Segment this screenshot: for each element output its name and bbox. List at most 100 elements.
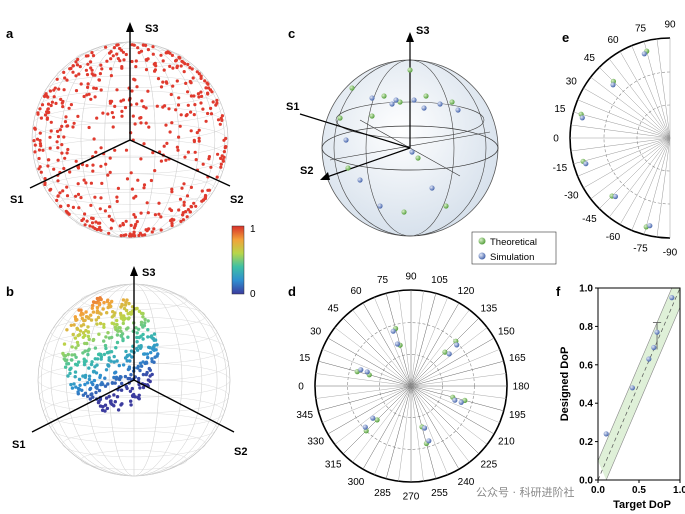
sphere-a-point xyxy=(55,129,60,133)
sphere-a-point xyxy=(152,227,156,231)
sphere-b-point xyxy=(120,381,124,386)
sphere-a-point xyxy=(199,76,203,80)
sphere-b-point xyxy=(122,314,126,318)
sphere-a-point xyxy=(93,226,97,231)
plot-f-xtick: 0.0 xyxy=(591,485,605,496)
sphere-a-point xyxy=(219,156,223,160)
sphere-b-point xyxy=(73,375,77,379)
sphere-b-point xyxy=(137,397,141,401)
sphere-b-point xyxy=(92,378,97,383)
panel-b-axes xyxy=(31,272,235,433)
polar-d-spoke xyxy=(410,385,495,435)
sphere-a-point xyxy=(91,54,96,58)
sphere-a-point xyxy=(132,226,136,230)
sphere-b-point xyxy=(87,374,92,378)
sphere-a-point xyxy=(90,51,94,55)
sphere-a-point xyxy=(147,125,151,129)
polar-e-spoke xyxy=(577,99,671,139)
sphere-b-point xyxy=(95,322,99,326)
sphere-a-point xyxy=(182,182,186,186)
sphere-b-point xyxy=(123,356,128,360)
sphere-a-point xyxy=(136,178,140,182)
sphere-b-point xyxy=(149,335,153,339)
sphere-a-point xyxy=(121,50,125,54)
sphere-a-point xyxy=(62,166,66,171)
plot-f-ytick: 0.8 xyxy=(579,322,593,333)
sphere-a-point xyxy=(186,90,190,94)
sphere-a-point xyxy=(49,120,53,124)
polar-d-spoke xyxy=(374,385,412,475)
panel-c-point xyxy=(443,203,449,209)
sphere-a-point xyxy=(133,78,137,82)
sphere-a-point xyxy=(188,66,192,70)
sphere-a-point xyxy=(55,77,59,81)
polar-d-tick: 105 xyxy=(431,275,448,286)
polar-d-point-simulation xyxy=(362,424,368,430)
polar-e-tick: 60 xyxy=(607,35,619,46)
sphere-b-point xyxy=(139,323,144,327)
sphere-a-point xyxy=(155,104,159,108)
sphere-b-point xyxy=(139,320,144,324)
sphere-b-point xyxy=(70,353,74,357)
sphere-a-point xyxy=(106,112,110,116)
sphere-a-point xyxy=(199,74,203,78)
sphere-b-point xyxy=(124,327,129,331)
polar-e-spoke xyxy=(643,41,671,139)
sphere-a-point xyxy=(69,103,73,107)
polar-e-spoke xyxy=(577,137,671,177)
polar-e-tick: 30 xyxy=(566,77,578,88)
polar-e-tick: -75 xyxy=(633,244,648,255)
sphere-b-point xyxy=(61,351,65,356)
panel-a-s2-label: S2 xyxy=(230,194,243,206)
sphere-a-point xyxy=(130,187,134,191)
polar-e-tick: 75 xyxy=(635,23,647,34)
sphere-b-point xyxy=(135,346,139,351)
sphere-b-point xyxy=(74,317,78,321)
polar-d-point-theoretical xyxy=(442,349,448,355)
sphere-a-point xyxy=(74,74,78,78)
sphere-b-point xyxy=(116,329,120,333)
sphere-a-point xyxy=(67,212,71,216)
sphere-b-point xyxy=(129,373,133,377)
sphere-b-point xyxy=(72,353,77,357)
polar-d-spoke xyxy=(410,385,504,412)
sphere-a-point xyxy=(98,221,102,225)
sphere-b-point xyxy=(129,399,133,403)
sphere-a-point xyxy=(65,78,69,82)
polar-d-spoke xyxy=(410,297,448,387)
sphere-a-point xyxy=(197,139,201,143)
sphere-b-point xyxy=(141,337,145,341)
sphere-a-point xyxy=(63,156,67,160)
polar-e-spoke xyxy=(583,137,671,189)
sphere-b-point xyxy=(145,352,150,356)
sphere-a-point xyxy=(91,163,95,167)
sphere-a-point xyxy=(159,228,163,232)
sphere-a-point xyxy=(74,194,78,198)
sphere-a-point xyxy=(133,215,137,219)
sphere-b-point xyxy=(88,397,93,401)
panel-c-point xyxy=(397,99,403,105)
sphere-b-point xyxy=(94,385,98,389)
polar-d-spoke xyxy=(410,385,460,470)
sphere-a-point xyxy=(216,152,220,156)
sphere-b-point xyxy=(97,332,101,336)
sphere-b-point xyxy=(114,377,119,381)
plot-f-xtick: 0.5 xyxy=(632,485,646,496)
sphere-b-point xyxy=(109,304,113,309)
sphere-a-point xyxy=(132,196,136,200)
polar-d-tick: 165 xyxy=(509,353,526,364)
panel-a-s3-arrow xyxy=(126,22,134,32)
sphere-a-point xyxy=(103,209,107,213)
sphere-a-point xyxy=(164,123,168,127)
sphere-a-point xyxy=(220,118,224,122)
sphere-a-point xyxy=(107,214,111,218)
panel-a-sphere xyxy=(31,41,229,239)
sphere-a-point xyxy=(72,121,76,125)
sphere-a-point xyxy=(139,49,144,53)
sphere-b-point xyxy=(98,373,103,378)
sphere-a-point xyxy=(100,67,104,71)
polar-d-point-simulation xyxy=(454,342,460,348)
polar-e-tick: -60 xyxy=(606,232,621,243)
